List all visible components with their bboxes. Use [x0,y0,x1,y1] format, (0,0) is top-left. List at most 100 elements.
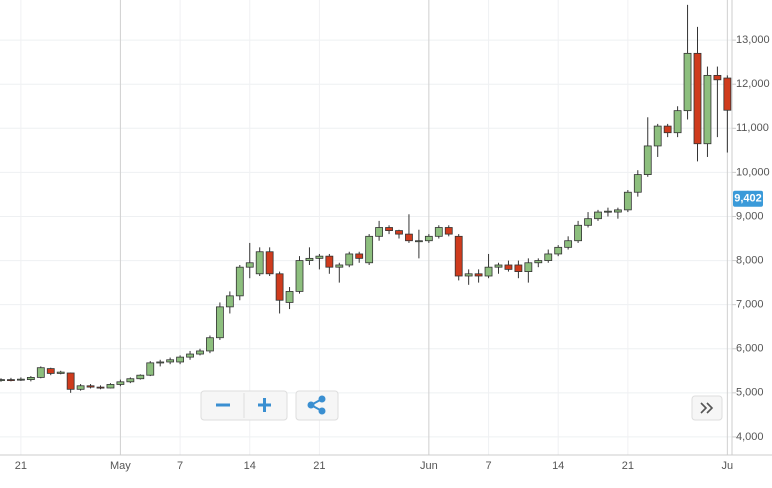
candle-body [375,227,384,237]
y-tick-label: 12,000 [736,78,770,90]
candle-body [206,337,214,352]
candle-body [434,227,443,237]
x-tick-label: Jun [420,460,438,472]
candle-body [365,235,374,264]
candle-body [623,191,632,211]
candle-body [106,384,115,389]
candle-body [574,224,582,242]
x-tick-label: 21 [622,460,634,472]
scroll-right-button[interactable] [691,395,723,421]
candle-body [176,356,185,363]
candle-body [96,386,105,389]
x-tick-label: 14 [244,460,256,472]
last-price-box [733,190,763,207]
candle-body [703,74,712,145]
candle-body [614,209,622,213]
candle-body [265,251,274,275]
y-tick-label: 8,000 [736,254,764,266]
candle-body [156,361,165,364]
y-tick-label: 9,000 [736,210,764,222]
candle-body [285,291,294,303]
last-price-label: 9,402 [734,193,762,205]
candle-body [136,374,145,380]
candle-body [633,174,642,193]
candle-body [305,257,314,261]
candle-body [385,227,393,231]
candle-body [16,378,25,381]
candle-body [653,125,662,147]
candle-body [454,235,463,277]
candle-body [56,371,65,374]
candle-body [0,379,5,382]
candle-body [673,110,682,134]
share-button[interactable] [295,390,339,421]
y-tick-label: 11,000 [736,122,769,134]
candle-body [544,253,553,261]
candle-body [26,377,35,381]
candle-body [355,253,364,259]
candle-body [534,260,543,264]
candle-body [584,218,592,226]
zoom-controls [200,390,723,421]
candle-body [116,381,125,385]
candle-body [215,306,224,339]
y-tick-label: 4,000 [736,431,764,443]
x-tick-label: 7 [177,460,183,472]
candle-body [335,264,344,268]
candle-body [464,273,473,277]
candle-body [693,52,702,145]
candle-body [504,264,513,270]
x-tick-label: May [110,460,131,472]
x-tick-label: 21 [313,460,325,472]
candle-body [474,273,483,277]
candle-body [275,273,284,301]
candle-body [663,125,672,134]
candle-body [414,240,423,243]
candle-body [594,211,602,220]
zoom-in-button[interactable] [258,398,271,412]
x-tick-label: 21 [15,460,27,472]
candle-body [36,367,45,378]
candles [0,4,732,393]
candle-body [713,74,722,81]
candle-body [86,385,95,388]
candle-body [66,372,75,390]
candle-body [345,253,354,266]
candle-body [405,233,413,242]
candle-body [235,266,244,297]
candle-body [255,251,264,275]
y-tick-label: 13,000 [736,34,770,46]
candle-body [395,230,403,235]
candle-body [126,378,135,383]
y-tick-label: 5,000 [736,387,764,399]
x-tick-label: 7 [485,460,491,472]
x-tick-label: Ju [722,460,734,472]
candle-body [484,266,493,277]
candle-body [444,227,453,235]
candle-body [564,240,573,248]
candle-body [46,368,55,374]
candle-body [245,262,254,268]
candle-body [683,52,692,112]
candle-body [524,262,533,272]
candle-body [494,264,503,268]
candle-body [76,385,85,390]
candle-body [514,264,523,272]
candle-body [424,235,433,242]
candle-body [554,246,563,255]
candle-body [643,145,652,175]
y-tick-label: 7,000 [736,299,764,311]
y-tick-label: 6,000 [736,343,764,355]
candle-body [604,210,612,213]
candle-body [295,260,304,292]
candle-body [146,362,155,376]
x-tick-label: 14 [552,460,564,472]
candle-body [325,255,334,268]
candle-body [196,350,204,355]
candle-body [166,359,175,363]
candle-body [225,295,234,308]
y-tick-label: 10,000 [736,166,770,178]
candle-body [186,353,194,358]
